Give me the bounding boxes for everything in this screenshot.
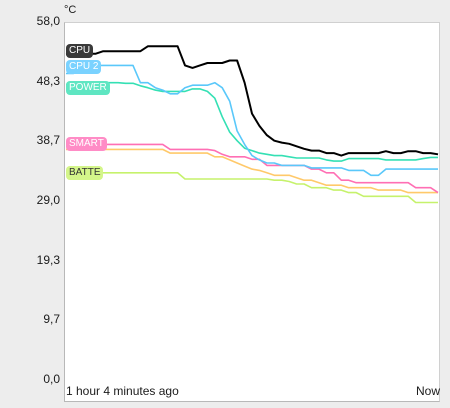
x-label-end: Now xyxy=(416,384,441,398)
legend-tag-power: POWER xyxy=(66,80,110,95)
y-tick-label: 58,0 xyxy=(36,14,60,28)
y-tick-label: 38,7 xyxy=(36,133,60,148)
legend-tag-cpu-2: CPU 2 xyxy=(66,60,102,75)
series-line-power xyxy=(66,81,438,162)
series-line-smart xyxy=(66,143,439,194)
y-tick-label: 19,3 xyxy=(36,252,60,267)
unit-label: °C xyxy=(64,4,77,16)
y-tick-label: 0,0 xyxy=(43,372,60,386)
series-line-batte xyxy=(66,172,438,204)
y-tick-label: 48,3 xyxy=(36,73,60,88)
series-line-cpu xyxy=(65,45,439,157)
x-label-start: 1 hour 4 minutes ago xyxy=(66,384,179,398)
y-tick-label: 9,7 xyxy=(43,312,60,327)
legend-tag-smart: SMART xyxy=(66,137,107,152)
legend-tag-batte: BATTE xyxy=(66,165,104,180)
y-tick-label: 29,0 xyxy=(36,193,60,207)
plot-area xyxy=(64,22,440,402)
series-line-unlabeled xyxy=(66,148,438,194)
legend-tag-cpu: CPU xyxy=(66,44,94,59)
series-line-cpu-2 xyxy=(66,64,438,177)
